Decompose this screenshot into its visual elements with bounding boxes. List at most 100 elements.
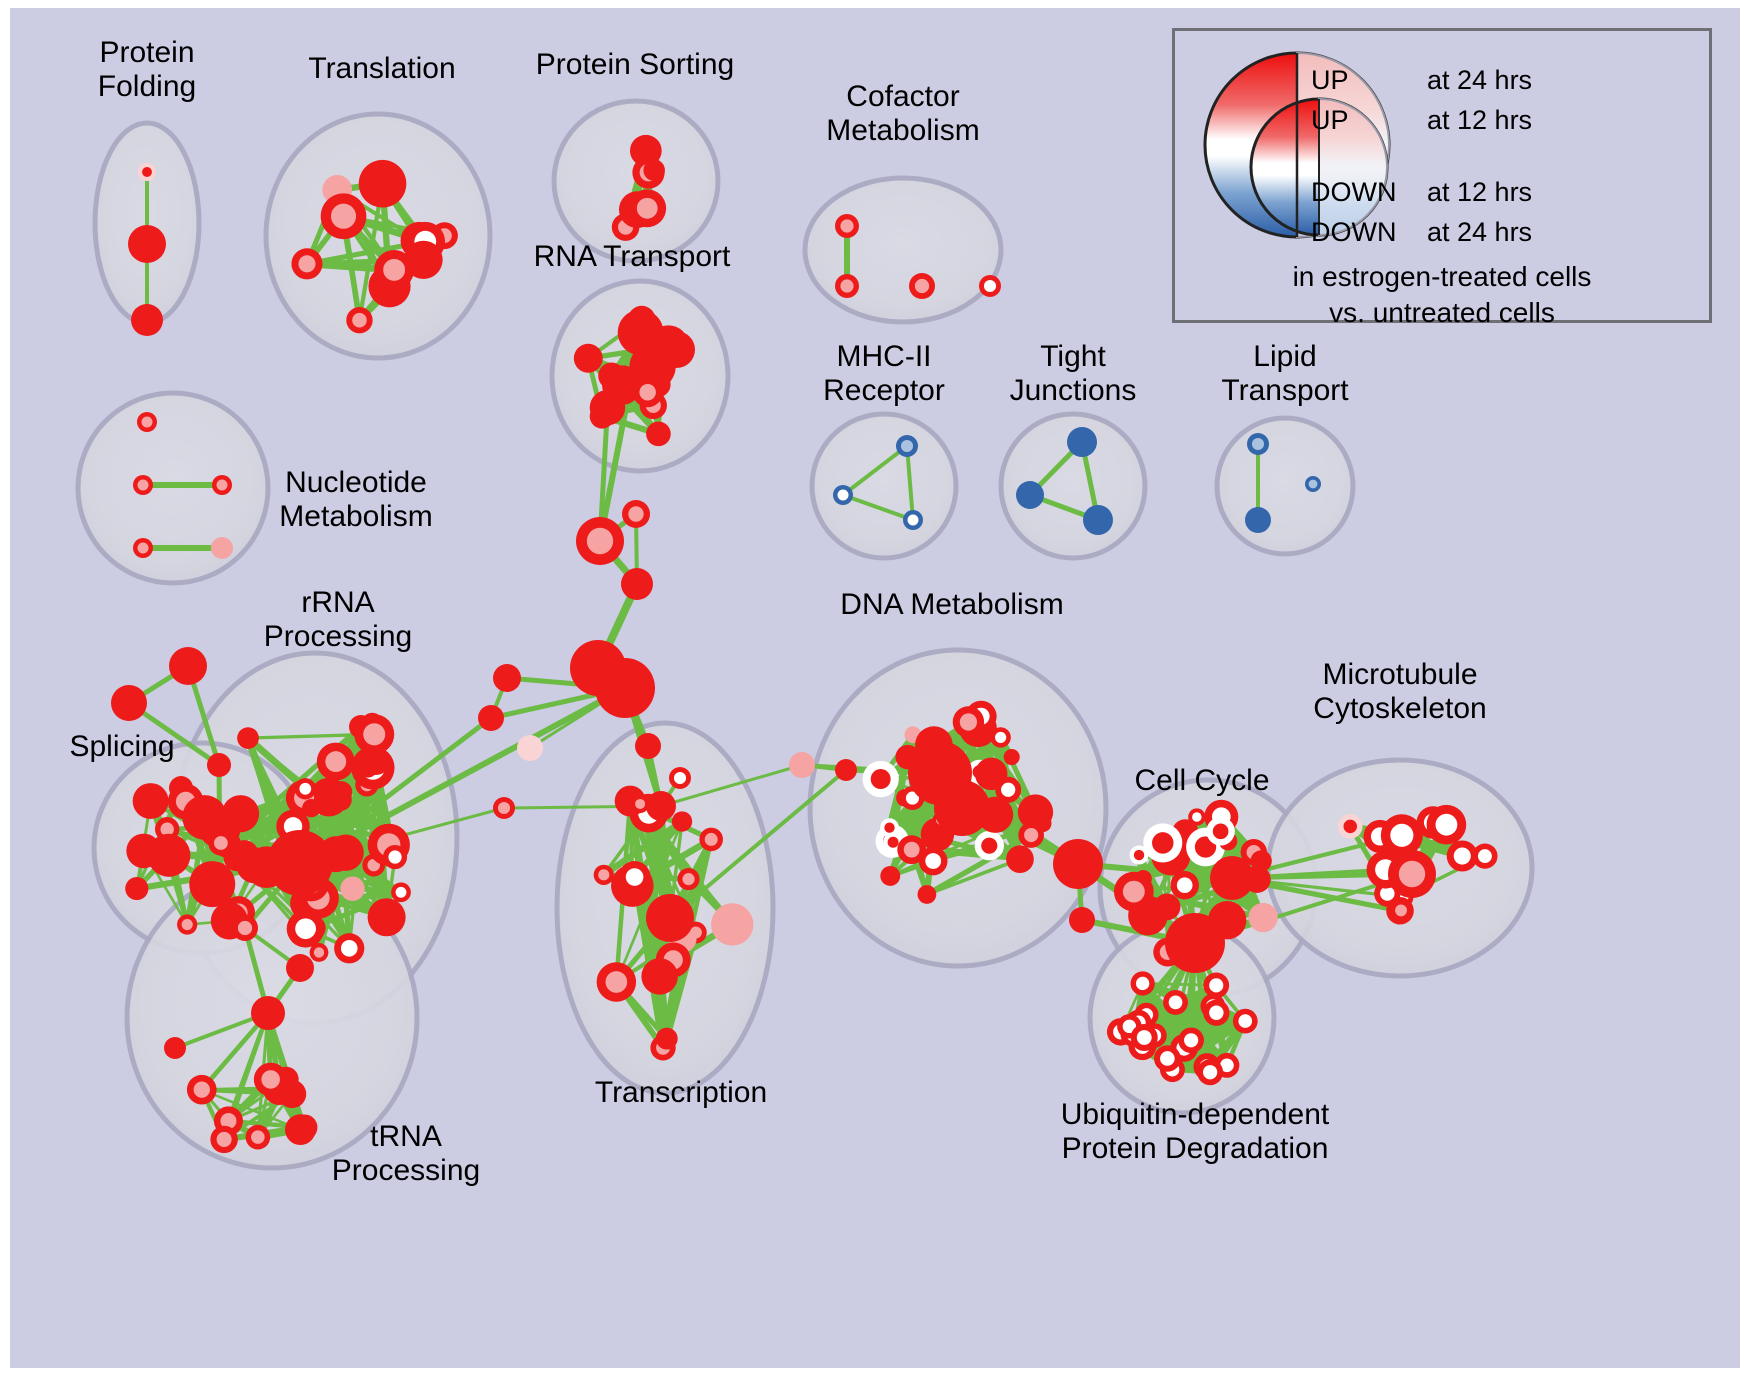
- rrna-processing-hub[interactable]: [267, 830, 333, 896]
- transcription-node[interactable]: [618, 861, 651, 894]
- protein-folding-node[interactable]: [128, 225, 166, 263]
- trna-processing-hub[interactable]: [251, 996, 285, 1030]
- cofactor-metabolism-node[interactable]: [979, 275, 1001, 297]
- splicing-node[interactable]: [125, 877, 149, 901]
- splicing-node[interactable]: [132, 783, 169, 819]
- rrna-processing-node[interactable]: [382, 845, 408, 870]
- rrna-processing-node[interactable]: [316, 742, 355, 781]
- dna-metabolism-node[interactable]: [952, 706, 985, 738]
- splicing-node[interactable]: [177, 914, 198, 935]
- ubiquitin-degradation-node[interactable]: [1178, 1027, 1204, 1054]
- rrna-processing-node[interactable]: [391, 882, 411, 903]
- rna-transport-node[interactable]: [627, 305, 656, 334]
- cell-cycle-hub[interactable]: [1210, 856, 1254, 900]
- ubiquitin-degradation-node[interactable]: [1203, 972, 1230, 999]
- protein-folding-node[interactable]: [138, 163, 156, 181]
- ubiquitin-degradation-node[interactable]: [1154, 1045, 1181, 1072]
- spine-node[interactable]: [493, 797, 515, 819]
- spine-node[interactable]: [478, 705, 504, 731]
- spine-node[interactable]: [669, 767, 691, 789]
- lipid-transport-node[interactable]: [1245, 507, 1271, 533]
- tight-junctions-node[interactable]: [1083, 505, 1113, 535]
- dna-metabolism-node[interactable]: [974, 830, 1004, 861]
- transcription-node[interactable]: [671, 811, 693, 832]
- rrna-processing-node[interactable]: [340, 876, 365, 901]
- spine-node[interactable]: [635, 733, 661, 759]
- protein-folding-node[interactable]: [131, 304, 163, 336]
- rna-transport-node[interactable]: [573, 343, 603, 373]
- transcription-node[interactable]: [677, 868, 700, 891]
- translation-node[interactable]: [346, 306, 373, 334]
- trna-processing-node[interactable]: [186, 1074, 217, 1105]
- trna-processing-node[interactable]: [210, 1125, 238, 1154]
- transcription-node[interactable]: [711, 903, 754, 946]
- transcription-node[interactable]: [641, 958, 678, 995]
- ubiquitin-degradation-node[interactable]: [1163, 989, 1188, 1015]
- microtubule-cytoskeleton-node[interactable]: [1337, 814, 1363, 839]
- splicing-node[interactable]: [111, 685, 147, 721]
- tight-junctions-node[interactable]: [1067, 427, 1097, 457]
- nucleotide-metabolism-node[interactable]: [133, 475, 153, 495]
- mhc-ii-node[interactable]: [833, 485, 853, 505]
- dna-metabolism-node[interactable]: [1003, 748, 1020, 766]
- rrna-processing-node[interactable]: [294, 778, 316, 800]
- microtubule-cytoskeleton-node[interactable]: [1380, 814, 1423, 857]
- rrna-processing-node[interactable]: [330, 781, 353, 803]
- splicing-node[interactable]: [126, 833, 161, 869]
- ubiquitin-degradation-node[interactable]: [1130, 971, 1155, 996]
- ubiquitin-degradation-node[interactable]: [1130, 1023, 1158, 1052]
- cell-cycle-node[interactable]: [1188, 808, 1206, 826]
- transcription-node[interactable]: [630, 794, 650, 814]
- microtubule-cytoskeleton-node[interactable]: [1390, 899, 1412, 922]
- splicing-node[interactable]: [169, 647, 207, 685]
- splicing-node[interactable]: [207, 753, 231, 777]
- rrna-processing-node[interactable]: [286, 909, 325, 948]
- nucleotide-metabolism-node[interactable]: [212, 475, 232, 495]
- splicing-node[interactable]: [229, 840, 259, 870]
- mhc-ii-node[interactable]: [903, 510, 923, 530]
- microtubule-cytoskeleton-node[interactable]: [1472, 843, 1498, 869]
- dna-metabolism-node[interactable]: [974, 757, 1008, 791]
- transcription-node[interactable]: [596, 962, 637, 1002]
- trna-processing-node[interactable]: [286, 954, 314, 982]
- dna-metabolism-node[interactable]: [862, 760, 899, 798]
- translation-node[interactable]: [291, 248, 323, 280]
- cell-cycle-node[interactable]: [1113, 871, 1154, 912]
- rrna-processing-node[interactable]: [302, 799, 321, 818]
- cell-cycle-node[interactable]: [1206, 817, 1235, 846]
- rrna-processing-node[interactable]: [359, 759, 378, 778]
- spine-node[interactable]: [517, 735, 543, 761]
- dna-metabolism-node[interactable]: [918, 846, 948, 876]
- spine-node[interactable]: [622, 500, 650, 528]
- spine-node[interactable]: [493, 664, 521, 692]
- dna-metabolism-node[interactable]: [1006, 845, 1034, 874]
- trna-processing-node[interactable]: [284, 1114, 316, 1146]
- cell-cycle-node[interactable]: [1129, 845, 1149, 865]
- ubiquitin-degradation-node[interactable]: [1203, 999, 1230, 1026]
- cell-cycle-node[interactable]: [1248, 902, 1278, 933]
- cofactor-metabolism-node[interactable]: [835, 214, 859, 238]
- rrna-processing-node[interactable]: [334, 933, 365, 964]
- rna-transport-node[interactable]: [589, 403, 615, 429]
- splicing-node[interactable]: [189, 861, 236, 908]
- translation-node[interactable]: [404, 240, 443, 279]
- cell-cycle-hub[interactable]: [1165, 913, 1225, 973]
- mhc-ii-node[interactable]: [896, 435, 918, 457]
- dna-metabolism-hub[interactable]: [934, 780, 990, 836]
- spine-node[interactable]: [789, 752, 815, 778]
- nucleotide-metabolism-node[interactable]: [137, 412, 157, 432]
- spine-node[interactable]: [576, 517, 624, 565]
- splicing-node[interactable]: [182, 795, 227, 840]
- translation-node[interactable]: [374, 249, 415, 290]
- cofactor-metabolism-node[interactable]: [909, 273, 935, 299]
- cell-cycle-node[interactable]: [1153, 893, 1181, 921]
- protein-sorting-node[interactable]: [643, 159, 665, 181]
- protein-sorting-node[interactable]: [628, 189, 667, 228]
- rna-transport-node[interactable]: [647, 325, 690, 367]
- dna-metabolism-node[interactable]: [897, 835, 927, 865]
- trna-processing-node[interactable]: [253, 1062, 288, 1097]
- bridge-node[interactable]: [1069, 907, 1095, 933]
- translation-node[interactable]: [320, 193, 367, 240]
- trna-processing-node[interactable]: [245, 1124, 271, 1150]
- ubiquitin-degradation-node[interactable]: [1232, 1008, 1258, 1034]
